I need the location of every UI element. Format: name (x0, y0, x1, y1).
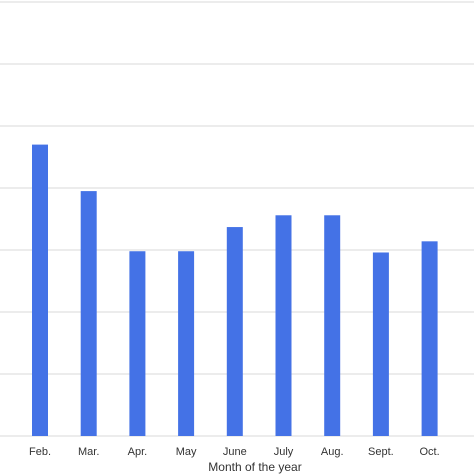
bar (129, 251, 146, 436)
x-axis-title: Month of the year (208, 460, 301, 474)
bar (324, 215, 341, 436)
x-tick-label: Mar. (78, 446, 99, 458)
x-tick-label: Oct. (420, 446, 440, 458)
x-tick-label: Aug. (321, 446, 344, 458)
bar (178, 251, 195, 436)
bar (275, 215, 292, 436)
bars (32, 144, 438, 436)
x-tick-label: Sept. (368, 446, 394, 458)
x-tick-label: June (223, 446, 247, 458)
x-tick-label: May (176, 446, 197, 458)
x-tick-label: Apr. (128, 446, 148, 458)
bar (226, 227, 243, 436)
bar (80, 191, 97, 436)
x-tick-label: July (274, 446, 294, 458)
x-tick-label: Feb. (29, 446, 51, 458)
bar (32, 144, 48, 436)
bar (372, 252, 389, 436)
bar (421, 241, 438, 436)
